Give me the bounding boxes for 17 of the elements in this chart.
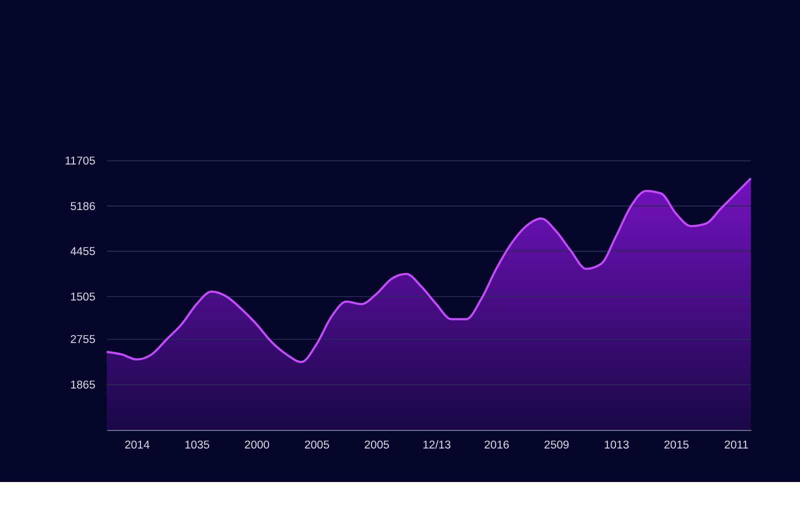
text: 11705 (64, 155, 96, 168)
x-tick-label: 2016 (484, 439, 510, 452)
text: 4455 (70, 246, 96, 258)
text: 5186 (70, 200, 96, 213)
x-tick-label: 2005 (364, 439, 390, 452)
x-tick-label: 1013 (604, 439, 630, 452)
x-tick-label: 2005 (304, 439, 330, 452)
text: 1505 (70, 291, 96, 304)
x-tick-label: 1035 (184, 439, 210, 452)
text: 1865 (70, 379, 96, 392)
x-tick-label: 2000 (244, 439, 270, 452)
x-tick-label: 12/13 (422, 439, 451, 452)
x-tick-label: 2509 (544, 439, 570, 452)
x-tick-label: 2015 (664, 439, 690, 452)
text: 2755 (70, 334, 96, 346)
x-tick-label: 2011 (724, 439, 749, 452)
x-tick-label: 2014 (124, 439, 150, 452)
